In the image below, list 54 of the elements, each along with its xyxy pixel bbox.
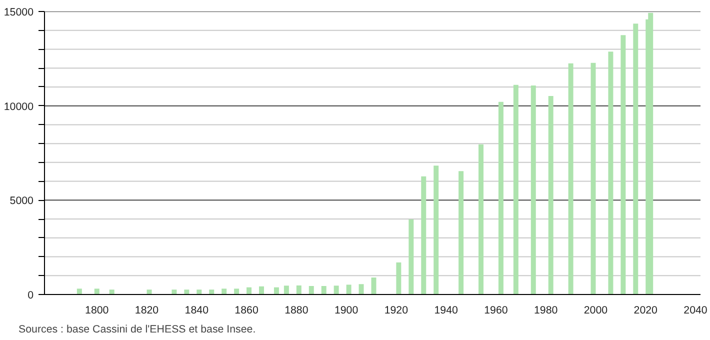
bar [608,52,614,294]
bar [421,176,426,294]
bar [109,290,114,294]
bar [234,288,240,294]
bar [434,166,439,294]
bar [568,63,574,294]
bar [478,144,484,294]
bar [358,284,364,294]
bar [76,288,82,294]
x-tick-label: 2040 [684,304,708,316]
x-tick-label: 1860 [234,304,258,316]
bar [530,85,536,294]
x-tick-label: 2000 [584,304,608,316]
bar [259,286,264,294]
source-note: Sources : base Cassini de l'EHESS et base Insee. [18,324,256,336]
x-tick-label: 1800 [85,304,109,316]
x-tick-label: 1920 [384,304,408,316]
bar [513,84,518,294]
x-tick-label: 1960 [484,304,508,316]
bar [284,286,289,294]
bar [308,286,314,294]
bar [146,290,152,294]
bar [209,290,214,294]
x-tick-label: 1940 [434,304,458,316]
bar [184,290,190,294]
bar [458,171,464,294]
bar [246,287,252,294]
bar [396,262,402,294]
bar [620,35,626,294]
y-tick-label: 5000 [10,195,34,208]
bar [172,290,177,294]
x-tick-label: 2020 [634,304,658,316]
bar [548,96,554,294]
bar [590,62,596,294]
bar [498,102,504,294]
bar [321,286,326,294]
y-tick-label: 15000 [4,6,34,18]
bar [346,284,352,294]
x-tick-label: 1980 [534,304,558,316]
bar [296,285,302,294]
bar [633,24,638,294]
y-tick-label: 10000 [4,100,34,113]
y-tick-label: 0 [28,290,34,302]
bar [222,288,227,294]
bar [334,286,339,294]
bar [408,219,414,294]
bar [196,290,202,294]
bar [94,288,100,294]
x-tick-label: 1880 [284,304,308,316]
bar [648,12,654,294]
x-tick-label: 1900 [334,304,358,316]
bar [274,287,279,294]
x-tick-label: 1840 [184,304,209,316]
x-tick-label: 1820 [134,304,159,316]
